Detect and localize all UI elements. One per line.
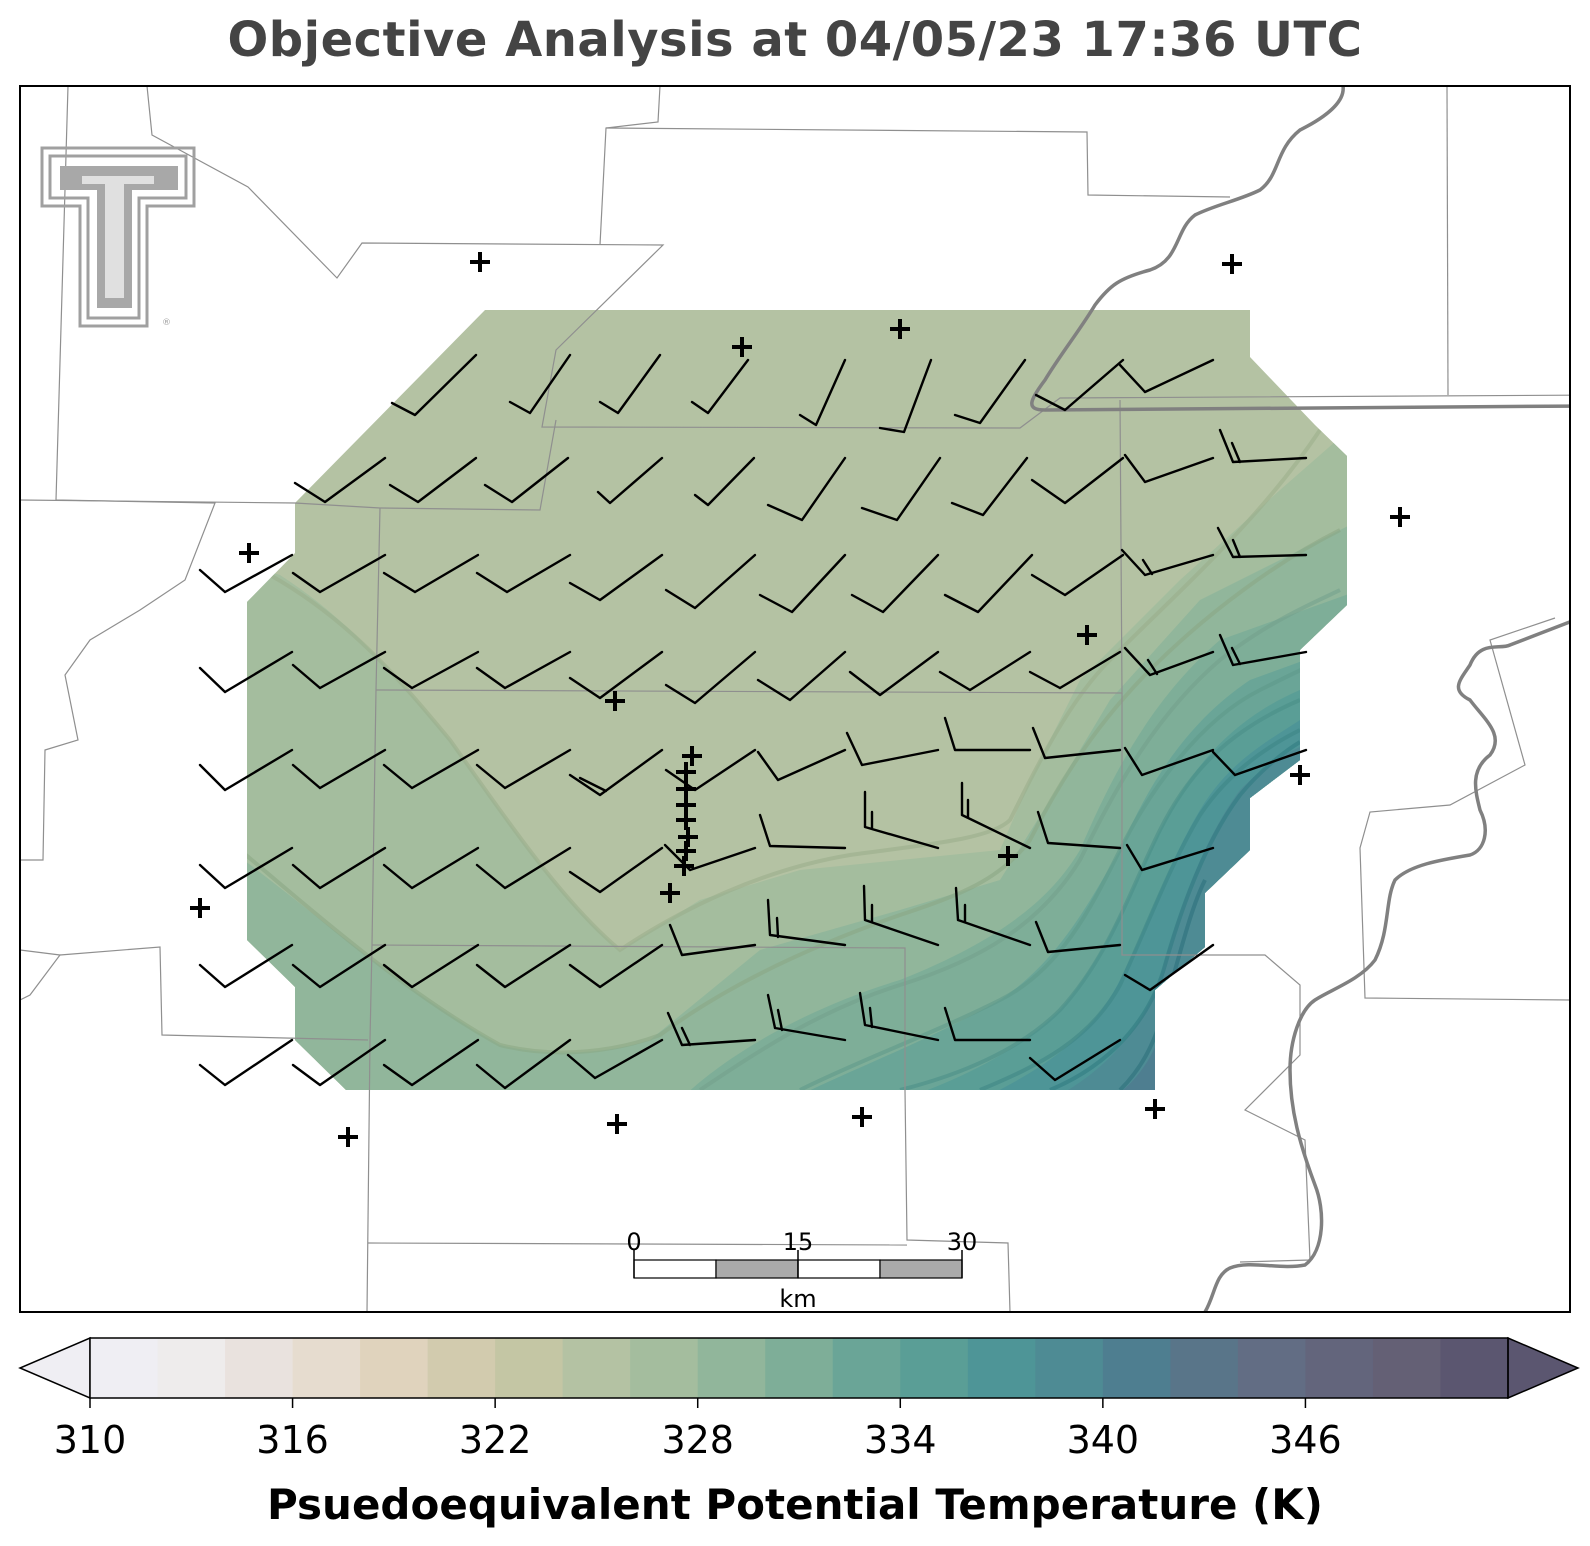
station-marker xyxy=(338,1127,358,1147)
colorbar-bin xyxy=(562,1338,631,1398)
colorbar-tick-label: 316 xyxy=(256,1418,329,1462)
scale-label-30: 30 xyxy=(947,1228,978,1256)
station-markers xyxy=(190,252,1410,1147)
colorbar-tick-label: 340 xyxy=(1067,1418,1140,1462)
station-marker xyxy=(682,746,702,766)
map-title: Objective Analysis at 04/05/23 17:36 UTC xyxy=(227,12,1363,68)
colorbar-tick-label: 310 xyxy=(54,1418,127,1462)
station-marker xyxy=(470,252,490,272)
colorbar-extend-min xyxy=(18,1336,91,1400)
colorbar-border xyxy=(89,1337,1509,1399)
colorbar-bin xyxy=(427,1338,496,1398)
scale-label-0: 0 xyxy=(626,1228,641,1256)
colorbar: 310 316 322 328 334 340 346 xyxy=(18,1336,1580,1462)
colorbar-bin xyxy=(225,1338,294,1398)
scale-bar: 0 15 30 km xyxy=(626,1228,978,1313)
texas-tech-double-t-logo: ® xyxy=(40,146,196,328)
colorbar-bin xyxy=(1102,1338,1171,1398)
station-marker xyxy=(852,1107,872,1127)
colorbar-bin xyxy=(1237,1338,1306,1398)
colorbar-tick-label: 322 xyxy=(459,1418,532,1462)
colorbar-tick-label: 334 xyxy=(864,1418,937,1462)
colorbar-bin xyxy=(697,1338,766,1398)
colorbar-bin xyxy=(90,1338,159,1398)
svg-text:®: ® xyxy=(162,318,171,328)
colorbar-tick-label: 328 xyxy=(661,1418,734,1462)
station-marker xyxy=(1222,254,1242,274)
theta-e-field xyxy=(247,310,1347,1090)
station-marker xyxy=(1290,765,1310,785)
state-boundaries xyxy=(1030,86,1570,1312)
colorbar-bin xyxy=(157,1338,226,1398)
colorbar-bin xyxy=(900,1338,969,1398)
station-marker xyxy=(605,691,625,711)
map-frame xyxy=(19,85,1571,1313)
colorbar-tick-label: 346 xyxy=(1269,1418,1342,1462)
colorbar-bin xyxy=(967,1338,1036,1398)
colorbar-bin xyxy=(292,1338,361,1398)
colorbar-bin xyxy=(832,1338,901,1398)
station-marker xyxy=(607,1114,627,1134)
colorbar-bin xyxy=(630,1338,699,1398)
scale-unit: km xyxy=(779,1285,816,1313)
station-marker xyxy=(674,856,694,876)
station-marker xyxy=(676,762,696,782)
colorbar-extend-max xyxy=(1507,1336,1580,1400)
station-marker xyxy=(190,898,210,918)
station-marker xyxy=(676,810,696,830)
station-marker xyxy=(1390,507,1410,527)
scale-label-15: 15 xyxy=(783,1228,814,1256)
colorbar-bin xyxy=(1170,1338,1239,1398)
station-marker xyxy=(1077,625,1097,645)
colorbar-bin xyxy=(1035,1338,1104,1398)
station-marker xyxy=(239,543,259,563)
colorbar-bin xyxy=(1440,1338,1509,1398)
station-marker xyxy=(890,319,910,339)
colorbar-bin xyxy=(1372,1338,1441,1398)
colorbar-label: Psuedoequivalent Potential Temperature (… xyxy=(267,1480,1323,1529)
colorbar-bin xyxy=(360,1338,429,1398)
colorbar-bin xyxy=(495,1338,564,1398)
station-marker xyxy=(732,337,752,357)
station-marker xyxy=(660,883,680,903)
colorbar-bin xyxy=(765,1338,834,1398)
station-marker xyxy=(1145,1099,1165,1119)
wind-barbs xyxy=(198,353,1308,1090)
colorbar-bin xyxy=(1305,1338,1374,1398)
station-marker xyxy=(998,846,1018,866)
county-boundaries xyxy=(20,86,1570,1312)
